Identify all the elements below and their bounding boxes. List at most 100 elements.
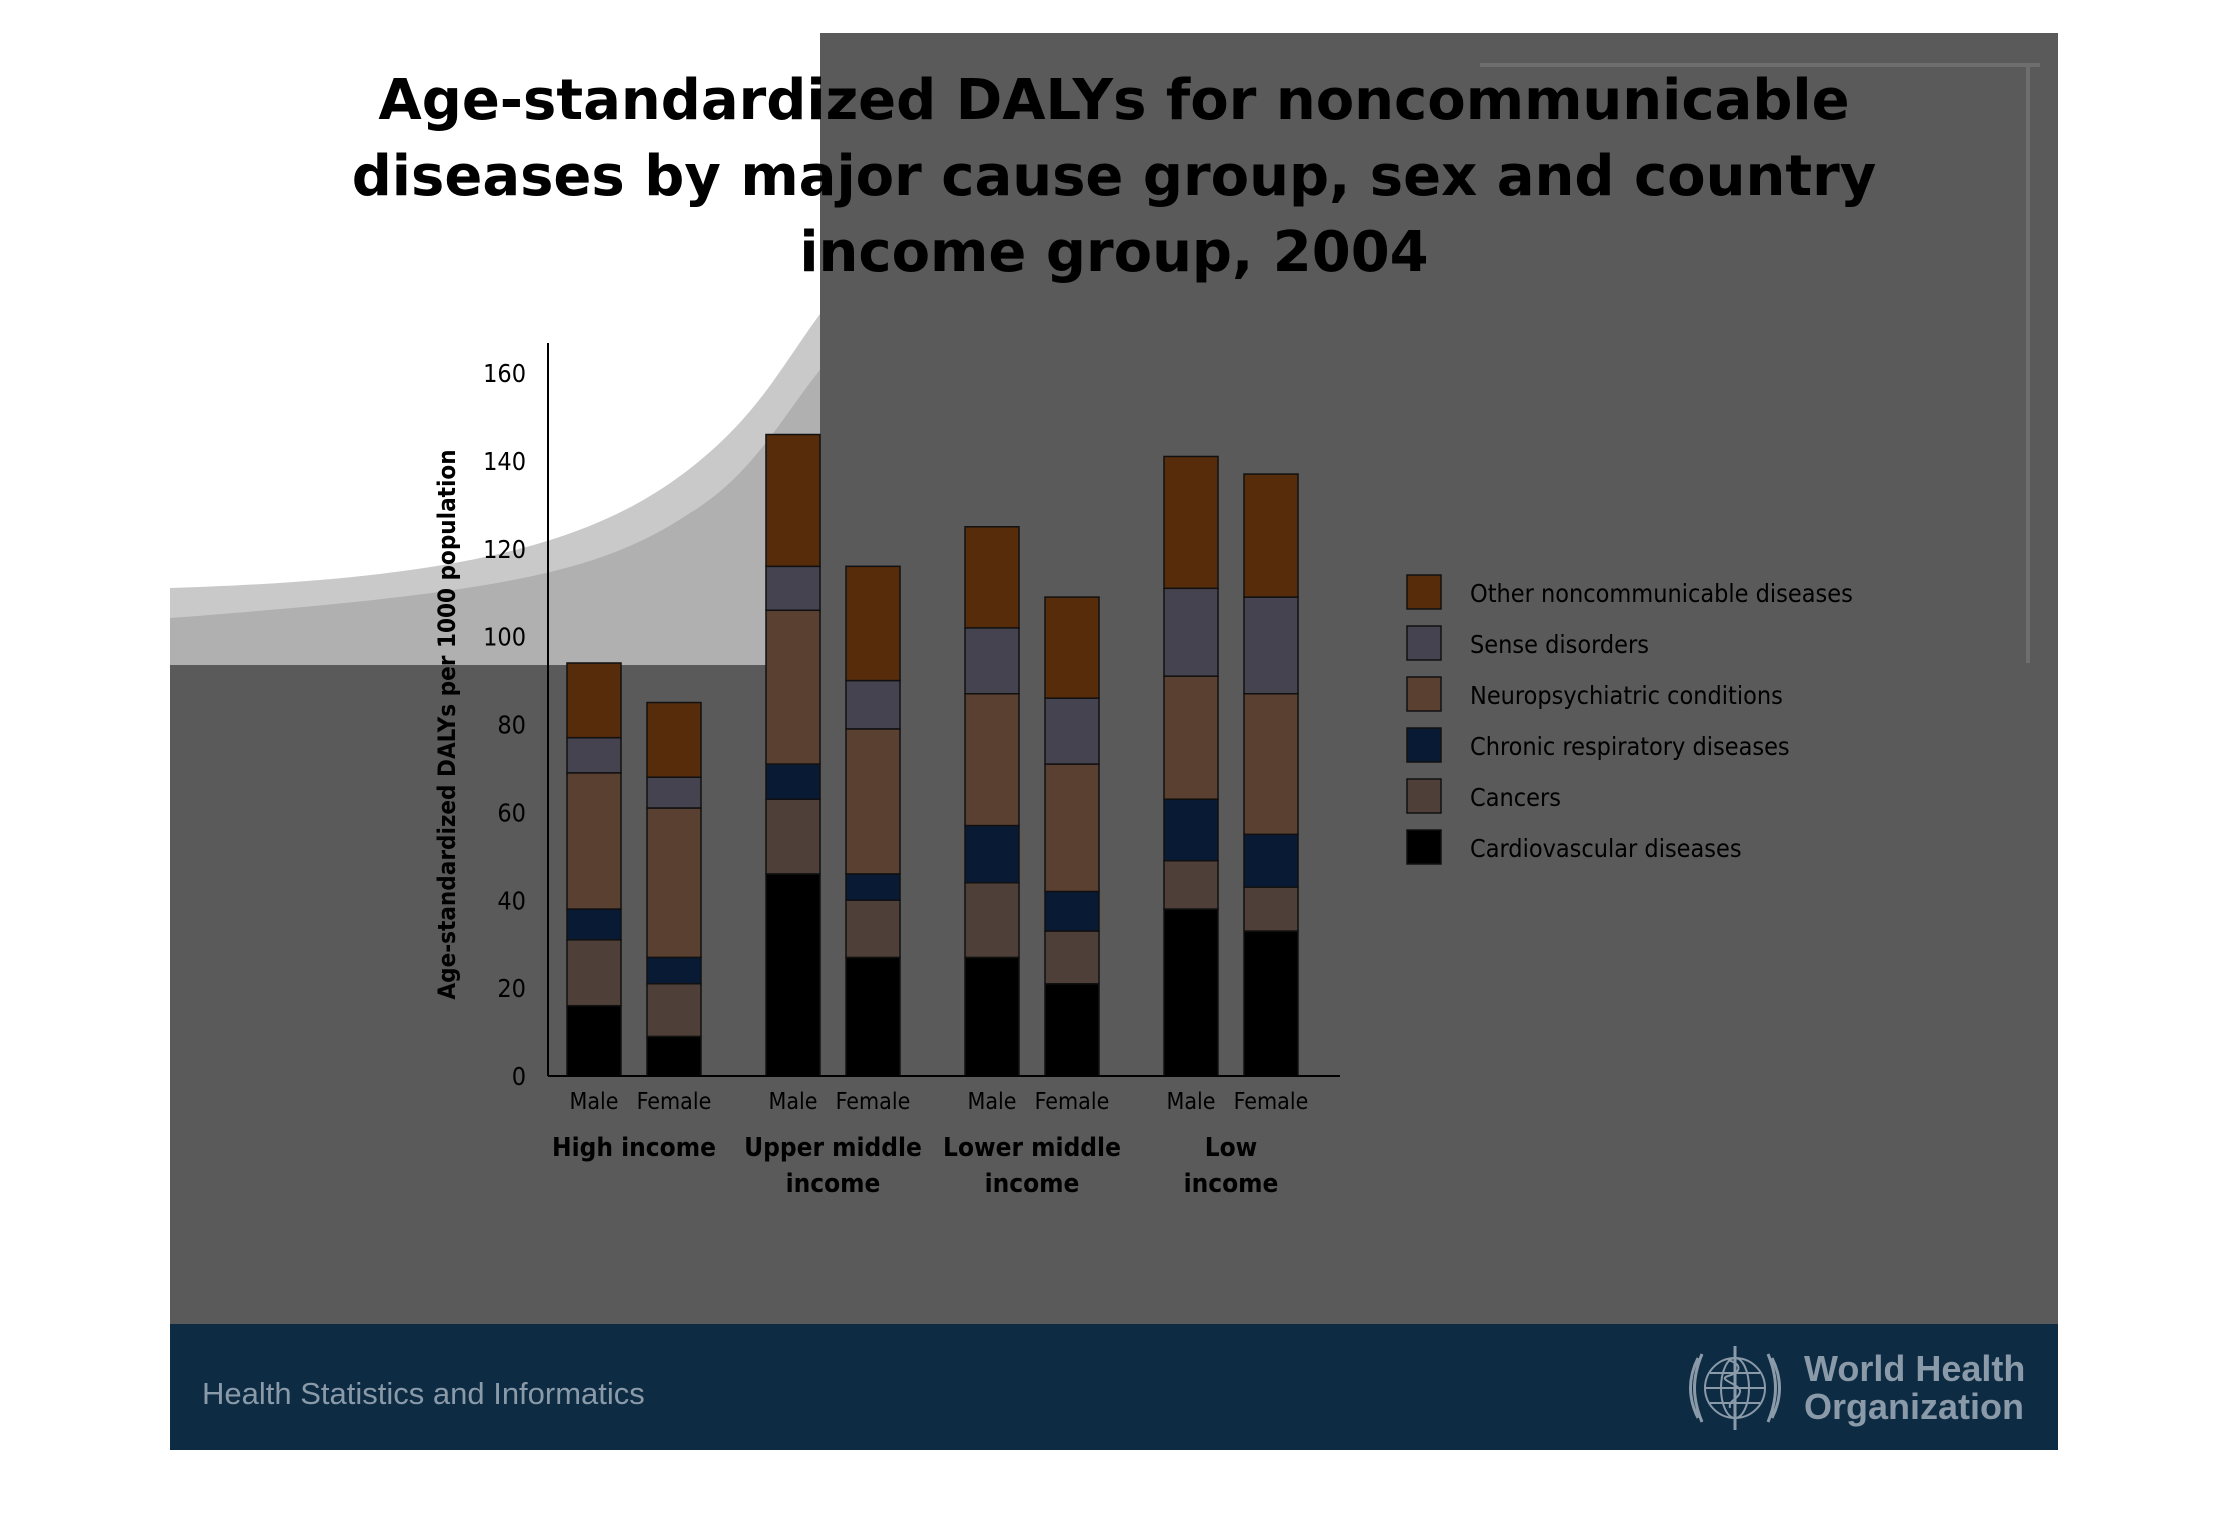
legend-swatch <box>1406 778 1442 814</box>
bar-segment <box>845 679 901 730</box>
bar-segment <box>566 939 622 1007</box>
bar-segment <box>1044 596 1100 699</box>
bar-segment <box>1163 859 1219 910</box>
background-right-panel <box>820 33 2058 673</box>
y-ticks: 0 20 40 60 80 100 120 140 160 <box>483 359 526 1091</box>
bar-segment <box>845 728 901 875</box>
x-tick-label: Female <box>836 1089 911 1115</box>
legend-label: Cancers <box>1470 783 1561 812</box>
bar-segment <box>765 873 821 1077</box>
bar-segment <box>1163 587 1219 677</box>
legend-swatch <box>1406 676 1442 712</box>
bar-segment <box>845 899 901 959</box>
legend-label: Other noncommunicable diseases <box>1470 579 1853 608</box>
slide-background-art <box>170 33 2058 1324</box>
bar-segment <box>1163 798 1219 862</box>
who-name: World Health Organization <box>1804 1350 2025 1426</box>
x-tick-label: Female <box>637 1089 712 1115</box>
x-tick-label: Female <box>1234 1089 1309 1115</box>
legend-swatch <box>1406 829 1442 865</box>
who-name-line-1: World Health <box>1804 1348 2026 1389</box>
bar-segment <box>566 662 622 739</box>
legend-swatch <box>1406 574 1442 610</box>
bar-segment <box>964 526 1020 629</box>
background-grey-swoosh <box>170 265 890 673</box>
bar-segment <box>646 956 702 985</box>
bar-segment <box>765 433 821 568</box>
group-label: Low <box>1205 1133 1258 1163</box>
x-labels: Male Female High income Male Female Upper mid… <box>552 1089 1308 1199</box>
bar-segment <box>964 692 1020 827</box>
x-tick-label: Male <box>967 1089 1016 1115</box>
x-tick-label: Male <box>1166 1089 1215 1115</box>
legend-swatch <box>1406 727 1442 763</box>
bar-segment <box>845 956 901 1077</box>
bar-segment <box>1163 675 1219 800</box>
legend-label: Sense disorders <box>1470 630 1649 659</box>
x-tick-label: Male <box>569 1089 618 1115</box>
group-label: income <box>985 1169 1080 1199</box>
group-label: income <box>1184 1169 1279 1199</box>
legend-label: Neuropsychiatric conditions <box>1470 681 1783 710</box>
bar-segment <box>566 908 622 941</box>
chart-title: Age-standardized DALYs for noncommunicab… <box>170 63 2058 291</box>
y-tick-label: 80 <box>497 711 526 740</box>
group-label: Upper middle <box>744 1133 922 1163</box>
bar-segment <box>765 609 821 765</box>
title-line-1: Age-standardized DALYs for noncommunicab… <box>378 68 1850 133</box>
bar-segment <box>566 772 622 910</box>
bar-segment <box>1163 455 1219 590</box>
bar-segment <box>566 736 622 774</box>
bar-segment <box>964 881 1020 959</box>
footer-text: Health Statistics and Informatics <box>202 1376 645 1411</box>
legend-label: Cardiovascular diseases <box>1470 834 1742 863</box>
who-emblem-icon <box>1689 1346 1781 1430</box>
y-tick-label: 100 <box>483 623 526 652</box>
title-line-3: income group, 2004 <box>799 220 1429 285</box>
group-label: Lower middle <box>943 1133 1121 1163</box>
bar-segment <box>646 1035 702 1077</box>
bar-segment <box>1243 886 1299 932</box>
bar-segment <box>845 873 901 902</box>
bar-segment <box>964 627 1020 695</box>
background-lower-panel <box>170 665 2058 1324</box>
group-label: High income <box>552 1133 716 1163</box>
x-tick-label: Female <box>1035 1089 1110 1115</box>
bar-segment <box>646 701 702 778</box>
bar-segment <box>1243 692 1299 836</box>
y-tick-label: 60 <box>497 798 526 827</box>
bar-segment <box>1044 763 1100 893</box>
y-tick-label: 120 <box>483 535 526 564</box>
legend-swatch <box>1406 625 1442 661</box>
title-line-2: diseases by major cause group, sex and c… <box>351 144 1877 209</box>
bar-segment <box>765 763 821 800</box>
slide: Age-standardized DALYs for noncommunicab… <box>170 33 2058 1450</box>
x-tick-label: Male <box>768 1089 817 1115</box>
y-tick-label: 140 <box>483 447 526 476</box>
bar-segment <box>646 807 702 959</box>
bar-segment <box>1044 890 1100 932</box>
bar-segment <box>964 824 1020 884</box>
y-axis-label: Age-standardized DALYs per 1000 populati… <box>433 449 461 999</box>
legend-label: Chronic respiratory diseases <box>1470 732 1790 761</box>
background-frame-line-vertical <box>2026 63 2030 663</box>
bar-segment <box>765 798 821 875</box>
bar-segment <box>1044 982 1100 1077</box>
footer-bar: Health Statistics and Informatics World … <box>170 1324 2058 1450</box>
bar-segment <box>646 776 702 809</box>
bar-segment <box>1243 473 1299 598</box>
bar-segment <box>964 956 1020 1077</box>
bar-segment <box>1243 930 1299 1077</box>
bar-segment <box>1163 908 1219 1077</box>
y-tick-label: 160 <box>483 359 526 388</box>
background-frame-line <box>1480 63 2040 67</box>
y-tick-label: 0 <box>512 1062 526 1091</box>
bar-segment <box>1243 596 1299 695</box>
bar-segment <box>566 1004 622 1077</box>
chart-area: 0 20 40 60 80 100 120 140 160 Age-standardized D… <box>433 343 1853 1199</box>
y-tick-label: 20 <box>497 974 526 1003</box>
legend: Other noncommunicable diseases Sense diso… <box>1406 574 1853 865</box>
bar-segment <box>1044 697 1100 765</box>
who-name-line-2: Organization <box>1804 1386 2025 1427</box>
bars-layer <box>566 433 1299 1077</box>
